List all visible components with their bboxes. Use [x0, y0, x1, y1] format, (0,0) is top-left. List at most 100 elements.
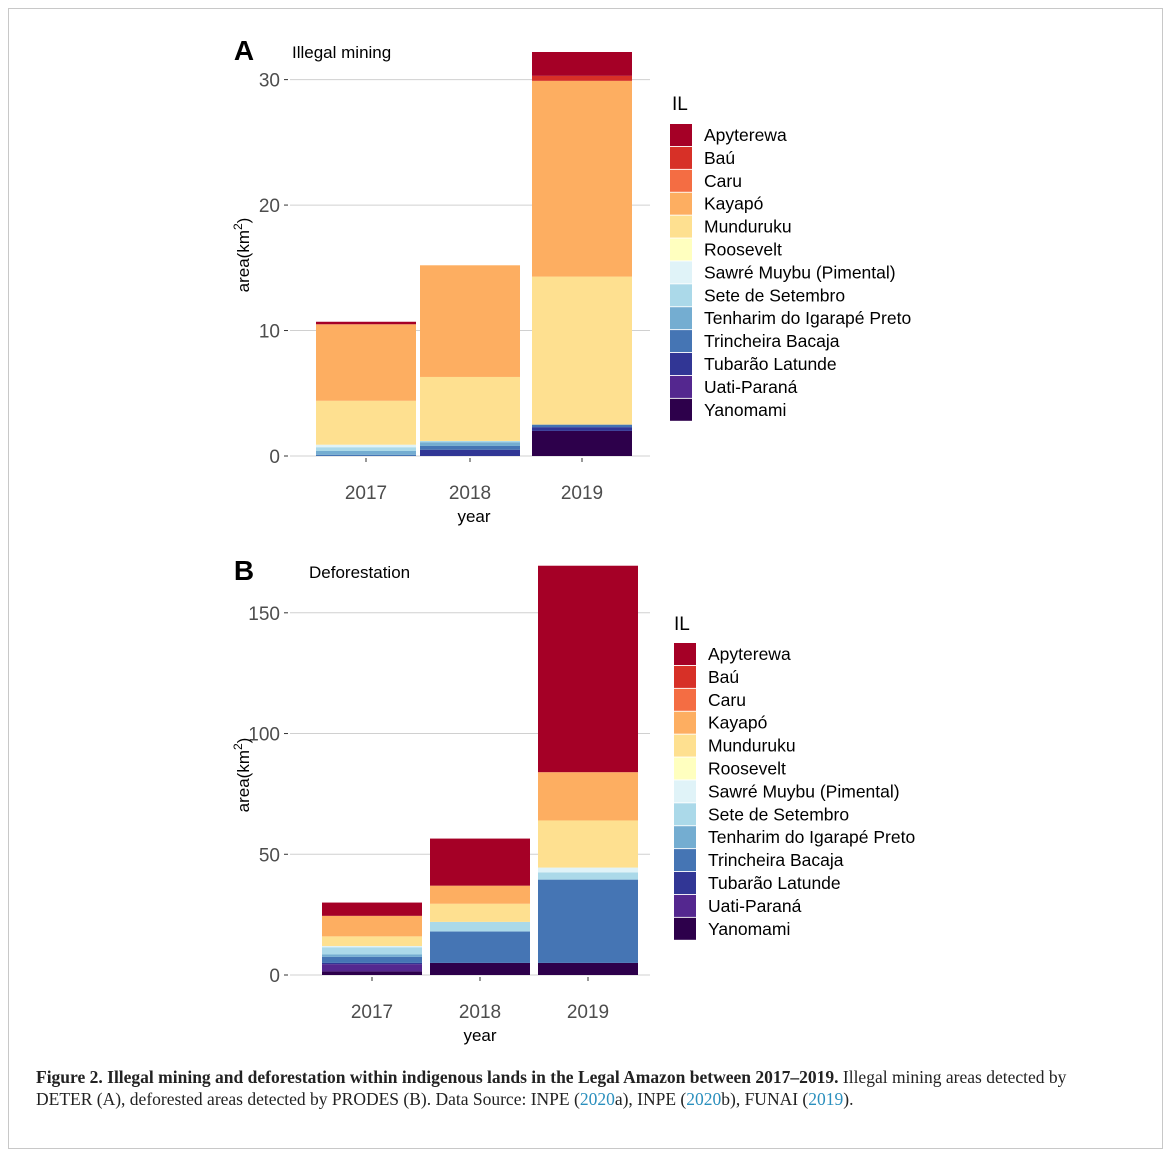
bar-segment-2019-munduruku	[532, 277, 632, 425]
panel-label: B	[234, 555, 254, 586]
legend-label-kayapo: Kayapó	[708, 713, 767, 733]
chart-title: Deforestation	[309, 563, 410, 582]
bar-segment-2018-trincheira-bacaja	[430, 932, 530, 963]
legend-label-roosevelt: Roosevelt	[704, 240, 782, 260]
y-tick-label: 0	[269, 966, 280, 987]
legend-label-caru: Caru	[708, 690, 746, 710]
legend-swatch-tenharim-do-igarape-preto	[670, 307, 692, 329]
legend-label-tenharim-do-igarape-preto: Tenharim do Igarapé Preto	[704, 308, 911, 328]
bar-segment-2017-trincheira-bacaja	[316, 455, 416, 456]
legend-swatch-munduruku	[674, 735, 696, 757]
legend-title: IL	[674, 614, 690, 635]
bar-segment-2018-apyterewa	[430, 839, 530, 886]
bar-segment-2019-kayapo	[532, 81, 632, 277]
legend-label-kayapo: Kayapó	[704, 194, 763, 214]
bar-segment-2017-sete-de-setembro	[316, 447, 416, 451]
figure-svg: 0 10 20 30 2017 2018 2019 year area(km2) A Illegal…	[0, 0, 1171, 1060]
x-tick-label: 2018	[449, 483, 491, 504]
bar-segment-2019-trincheira-bacaja	[532, 425, 632, 428]
bar-segment-2017-yanomami	[322, 971, 422, 975]
legend-swatch-munduruku	[670, 216, 692, 238]
bar-segment-2018-munduruku	[430, 904, 530, 922]
y-tick-label: 100	[248, 725, 280, 746]
legend-swatch-sete-de-setembro	[674, 803, 696, 825]
bar-segment-2019-sawre-muybu-pimental	[538, 868, 638, 873]
bar-segment-2018-kayapo	[420, 265, 520, 377]
y-tick-label: 50	[259, 845, 280, 866]
legend-label-uati-parana: Uati-Paraná	[704, 377, 798, 397]
legend-swatch-apyterewa	[674, 643, 696, 665]
chart-panel-a: 0 10 20 30 2017 2018 2019 year area(km2) A Illegal…	[231, 35, 911, 526]
legend-title: IL	[672, 94, 688, 115]
legend-swatch-uati-parana	[670, 376, 692, 398]
bar-segment-2019-sete-de-setembro	[538, 872, 638, 879]
legend-swatch-trincheira-bacaja	[674, 849, 696, 871]
bar-segment-2017-apyterewa	[316, 322, 416, 325]
x-tick-label: 2017	[345, 483, 387, 504]
legend-label-bau: Baú	[704, 148, 735, 168]
legend-label-yanomami: Yanomami	[704, 400, 786, 420]
bar-segment-2019-kayapo	[538, 772, 638, 820]
caption-text-3: b), FUNAI (	[721, 1089, 808, 1109]
bar-segment-2018-munduruku	[420, 377, 520, 441]
legend-swatch-tenharim-do-igarape-preto	[674, 826, 696, 848]
x-tick-label: 2019	[561, 483, 603, 504]
legend-label-yanomami: Yanomami	[708, 919, 790, 939]
legend-swatch-bau	[670, 147, 692, 169]
bar-segment-2017-tenharim-do-igarape-preto	[322, 954, 422, 956]
legend-swatch-tubarao-latunde	[670, 353, 692, 375]
legend-label-tubarao-latunde: Tubarão Latunde	[708, 873, 841, 893]
legend-label-apyterewa: Apyterewa	[708, 644, 791, 664]
caption-link-inpe-b[interactable]: 2020	[686, 1089, 721, 1109]
bar-segment-2019-trincheira-bacaja	[538, 880, 638, 963]
legend-swatch-kayapo	[674, 712, 696, 734]
bar-segment-2017-sawre-muybu-pimental	[322, 946, 422, 947]
legend-swatch-tubarao-latunde	[674, 872, 696, 894]
legend-swatch-roosevelt	[670, 239, 692, 261]
legend-label-tubarao-latunde: Tubarão Latunde	[704, 354, 837, 374]
legend-swatch-kayapo	[670, 193, 692, 215]
legend-label-bau: Baú	[708, 667, 739, 687]
bar-segment-2017-trincheira-bacaja	[322, 957, 422, 963]
bar-segment-2017-uati-parana	[322, 964, 422, 971]
bar-segment-2017-munduruku	[322, 936, 422, 946]
y-axis-title: area(km2)	[231, 738, 253, 813]
legend-label-uati-parana: Uati-Paraná	[708, 896, 802, 916]
legend-label-apyterewa: Apyterewa	[704, 125, 787, 145]
y-tick-label: 30	[259, 71, 280, 92]
bar-segment-2019-tubarao-latunde	[532, 427, 632, 431]
bar-segment-2017-tubarao-latunde	[322, 963, 422, 964]
legend-label-trincheira-bacaja: Trincheira Bacaja	[708, 850, 844, 870]
legend-swatch-trincheira-bacaja	[670, 330, 692, 352]
y-tick-label: 0	[269, 447, 280, 468]
caption-link-inpe-a[interactable]: 2020	[580, 1089, 615, 1109]
bar-segment-2018-sete-de-setembro	[420, 441, 520, 442]
legend-swatch-bau	[674, 666, 696, 688]
legend-swatch-caru	[670, 170, 692, 192]
legend-label-roosevelt: Roosevelt	[708, 759, 786, 779]
legend-swatch-sawre-muybu-pimental	[674, 780, 696, 802]
bar-segment-2017-tenharim-do-igarape-preto	[316, 451, 416, 455]
caption-link-funai[interactable]: 2019	[808, 1089, 843, 1109]
x-axis-title: year	[463, 1026, 496, 1045]
bar-segment-2018-tubarao-latunde	[420, 450, 520, 456]
bar-segment-2019-yanomami	[532, 431, 632, 456]
legend-swatch-roosevelt	[674, 758, 696, 780]
legend-swatch-yanomami	[670, 399, 692, 421]
legend-label-sete-de-setembro: Sete de Setembro	[708, 804, 849, 824]
legend-label-munduruku: Munduruku	[704, 217, 792, 237]
bar-segment-2018-tenharim-do-igarape-preto	[420, 442, 520, 446]
bar-segment-2019-yanomami	[538, 963, 638, 975]
x-tick-label: 2019	[567, 1002, 609, 1023]
legend-swatch-sete-de-setembro	[670, 284, 692, 306]
bar-segment-2017-kayapo	[316, 324, 416, 401]
legend-swatch-apyterewa	[670, 124, 692, 146]
legend-swatch-caru	[674, 689, 696, 711]
chart-panel-b: 0 50 100 150 2017 2018 2019 year area(km2) B Defor…	[231, 555, 915, 1045]
figure-caption: Figure 2. Illegal mining and deforestati…	[36, 1066, 1126, 1110]
bar-segment-2017-kayapo	[322, 916, 422, 937]
bar-segment-2017-apyterewa	[322, 903, 422, 916]
y-tick-label: 20	[259, 196, 280, 217]
bar-segment-2017-munduruku	[316, 401, 416, 445]
bar-segment-2019-munduruku	[538, 820, 638, 867]
